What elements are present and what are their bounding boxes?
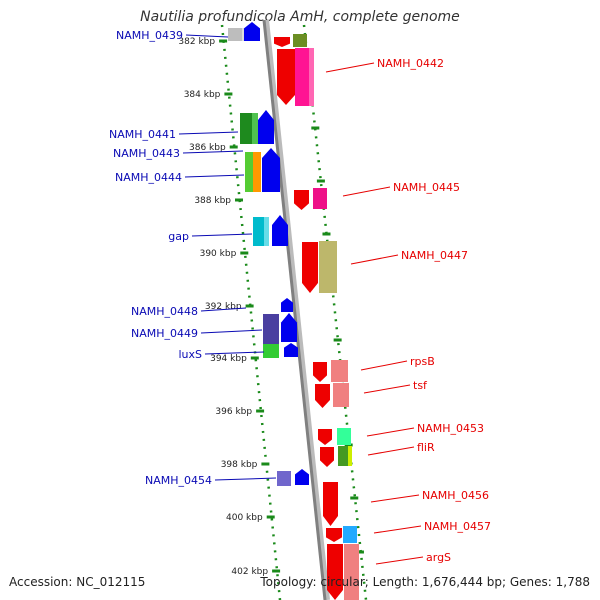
left-gene-label: NAMH_0439 (116, 29, 183, 42)
gene-arrow-red (327, 544, 343, 600)
right-leader-line (342, 186, 391, 197)
left-leader-line (185, 34, 229, 38)
gene-pink-block (295, 48, 309, 106)
left-gene-label: NAMH_0441 (109, 128, 176, 141)
gene-sky-block (343, 526, 357, 543)
right-leader-line (367, 446, 415, 456)
genome-info-text: Topology: circular; Length: 1,676,444 bp… (260, 575, 590, 589)
right-leader-line (350, 254, 399, 265)
right-leader-line (373, 525, 422, 534)
gene-arrow-red (320, 447, 334, 467)
gene-arrow-red (315, 384, 330, 408)
right-gene-label: NAMH_0442 (377, 57, 444, 70)
left-gene-label: luxS (178, 348, 202, 361)
kbp-tick-label: 382 kbp (178, 37, 215, 47)
gene-salmon-block (331, 360, 348, 382)
gene-salmon-block (333, 383, 349, 407)
kbp-tick-label: 388 kbp (194, 196, 231, 206)
gene-arrow-blue (284, 343, 298, 357)
gene-arrow-red (274, 37, 290, 47)
left-leader-line (184, 174, 245, 178)
gene-arrow-blue (258, 110, 274, 144)
right-gene-label: NAMH_0457 (424, 520, 491, 533)
left-gene-label: NAMH_0454 (145, 474, 212, 487)
backbone-line (262, 19, 327, 600)
gene-mint-block (337, 428, 351, 445)
gene-green-block (338, 446, 348, 466)
right-leader-line (363, 384, 411, 394)
gene-arrow-blue (262, 148, 280, 192)
left-gene-label: NAMH_0443 (113, 147, 180, 160)
gene-green-light (252, 113, 258, 144)
gene-arrow-blue (281, 298, 293, 312)
right-leader-line (325, 62, 375, 73)
gene-green-block (263, 344, 279, 358)
right-gene-label: tsf (413, 379, 428, 392)
gene-lime-block (348, 446, 352, 466)
right-leader-line (360, 360, 408, 371)
gene-cyan-light (264, 217, 269, 246)
gene-indigo-block (263, 314, 279, 344)
left-leader-line (182, 150, 244, 154)
map-title: Nautilia profundicola AmH, complete geno… (140, 9, 460, 25)
left-leader-line (191, 233, 253, 237)
kbp-tick-label: 398 kbp (221, 460, 258, 470)
right-gene-label: argS (426, 551, 451, 564)
kbp-tick-label: 392 kbp (205, 302, 242, 312)
right-gene-label: NAMH_0453 (417, 422, 484, 435)
left-gene-label: NAMH_0448 (131, 305, 198, 318)
right-gene-label: rpsB (410, 355, 435, 368)
kbp-tick-label: 390 kbp (200, 249, 237, 259)
left-leader-line (200, 307, 247, 312)
gene-green-block (240, 113, 252, 144)
kbp-tick-label: 394 kbp (210, 354, 247, 364)
left-gene-label: NAMH_0444 (115, 171, 182, 184)
gene-gray-block (228, 28, 242, 41)
gene-arrow-red (302, 242, 318, 293)
right-boundary-dots (302, 24, 368, 600)
gene-salmon-block (344, 544, 359, 600)
gene-khaki-block (319, 241, 337, 293)
gene-arrow-red (277, 49, 295, 105)
gene-arrow-red (323, 482, 338, 526)
left-leader-line (178, 131, 239, 135)
gene-pink-block (313, 188, 327, 209)
gene-arrow-blue (244, 22, 260, 41)
gene-arrow-red (313, 362, 327, 382)
kbp-tick-label: 384 kbp (184, 90, 221, 100)
kbp-tick-label: 386 kbp (189, 143, 226, 153)
left-boundary-dots (220, 24, 282, 600)
right-leader-line (375, 556, 424, 565)
gene-arrow-blue (272, 215, 288, 246)
right-leader-line (370, 494, 420, 503)
right-gene-label: NAMH_0445 (393, 181, 460, 194)
gene-arrow-red (294, 190, 309, 210)
left-gene-label: NAMH_0449 (131, 327, 198, 340)
gene-arrow-red (326, 528, 342, 542)
kbp-tick-label: 396 kbp (215, 407, 252, 417)
left-gene-label: gap (168, 230, 189, 243)
backbone-shadow (263, 19, 330, 600)
left-leader-line (204, 351, 265, 355)
gene-arrow-blue (295, 469, 309, 485)
kbp-tick-label: 400 kbp (226, 513, 263, 523)
gene-green-block (245, 152, 253, 192)
kbp-tick-label: 402 kbp (231, 567, 268, 577)
gene-arrow-blue (281, 313, 297, 342)
left-leader-line (200, 329, 263, 334)
gene-purple-block (277, 471, 291, 486)
gene-olive-block (293, 34, 307, 47)
gene-pink-light (309, 48, 314, 106)
right-leader-line (366, 427, 415, 437)
accession-text: Accession: NC_012115 (9, 575, 146, 589)
left-leader-line (214, 477, 277, 481)
right-gene-label: fliR (417, 441, 435, 454)
gene-arrow-red (318, 429, 332, 445)
right-gene-label: NAMH_0447 (401, 249, 468, 262)
right-gene-label: NAMH_0456 (422, 489, 489, 502)
gene-orange-block (253, 152, 261, 192)
